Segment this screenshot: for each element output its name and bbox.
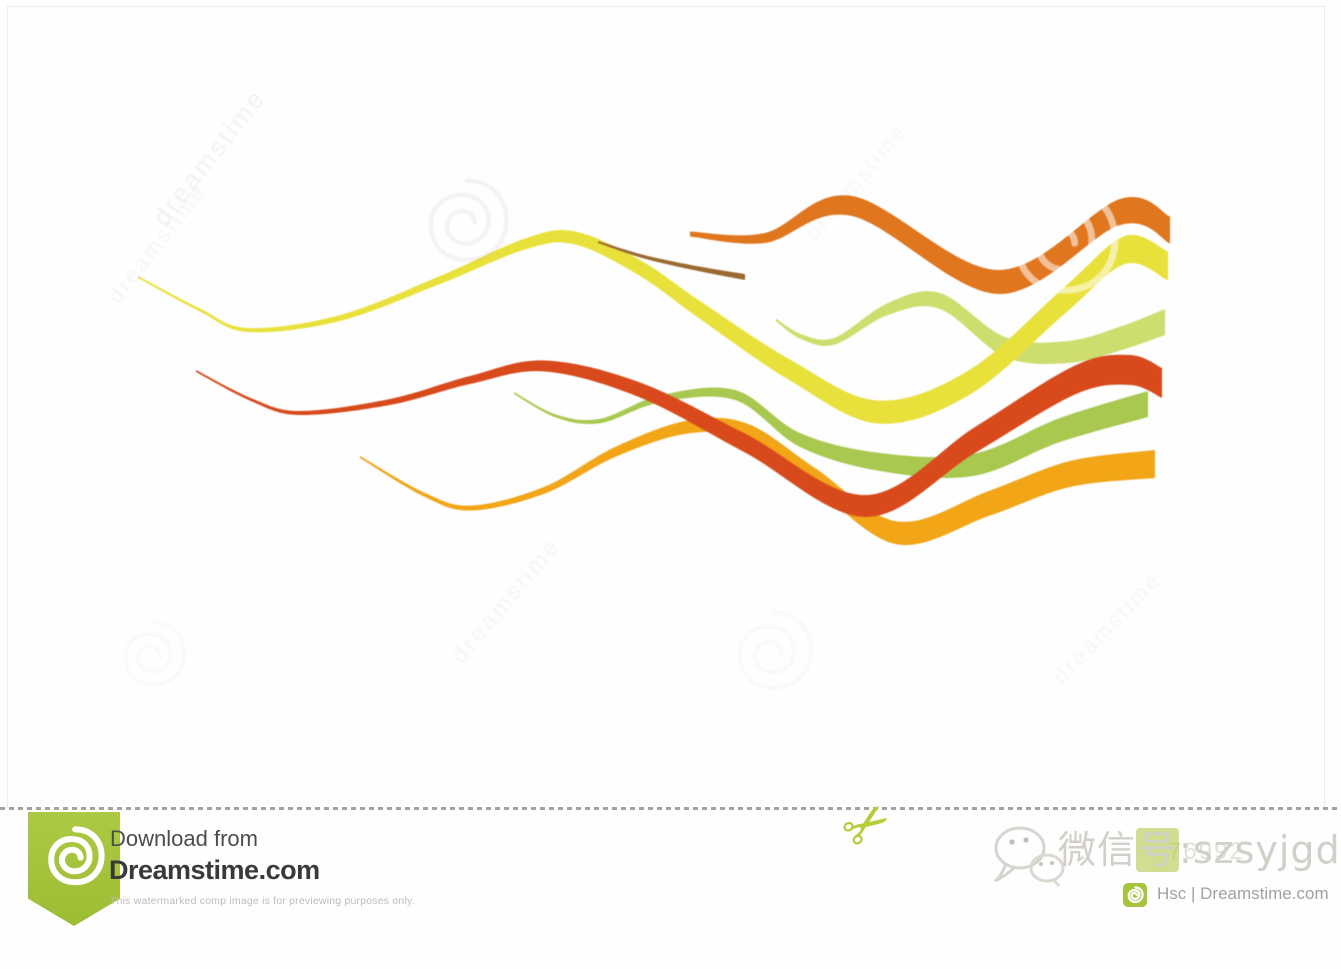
ribbon-green bbox=[514, 387, 1148, 478]
wechat-id-prefix: 微信 bbox=[1058, 828, 1137, 872]
ribbon-orange-tail bbox=[598, 241, 745, 280]
download-from-label: Download from bbox=[110, 826, 258, 851]
dashed-cut-line bbox=[0, 807, 1341, 810]
wechat-id-highlight: 号 bbox=[1136, 828, 1180, 872]
watermark-text: dreamstime bbox=[102, 178, 211, 308]
dreamstime-mini-icon bbox=[1123, 883, 1147, 907]
watermark-disclaimer: This watermarked comp image is for previ… bbox=[110, 895, 415, 907]
watermark-spiral bbox=[740, 613, 811, 688]
watermark-text: dreamstime bbox=[446, 532, 567, 668]
watermark-spiral bbox=[431, 181, 507, 260]
dreamstime-spiral-icon bbox=[41, 824, 107, 890]
dreamstime-site-label: Dreamstime.com bbox=[109, 855, 320, 885]
ribbon-yellow bbox=[138, 230, 1168, 424]
ghost-digits: 76992 bbox=[1168, 838, 1245, 865]
dreamstime-badge bbox=[28, 812, 120, 926]
ribbon-pale-green bbox=[776, 291, 1165, 365]
watermark-text: dreamstime bbox=[146, 83, 272, 232]
wechat-id-text: 微信号:szsyjgd bbox=[1058, 824, 1341, 876]
wechat-icon bbox=[994, 826, 1065, 887]
wechat-id-suffix: :szsyjgd bbox=[1179, 828, 1341, 872]
ribbon-red bbox=[196, 354, 1162, 518]
watermark-spiral bbox=[123, 621, 186, 687]
ribbon-golden bbox=[360, 417, 1155, 546]
watermark-text: dreamstime bbox=[1048, 567, 1167, 689]
credit-text: Hsc | Dreamstime.com bbox=[1157, 884, 1329, 903]
